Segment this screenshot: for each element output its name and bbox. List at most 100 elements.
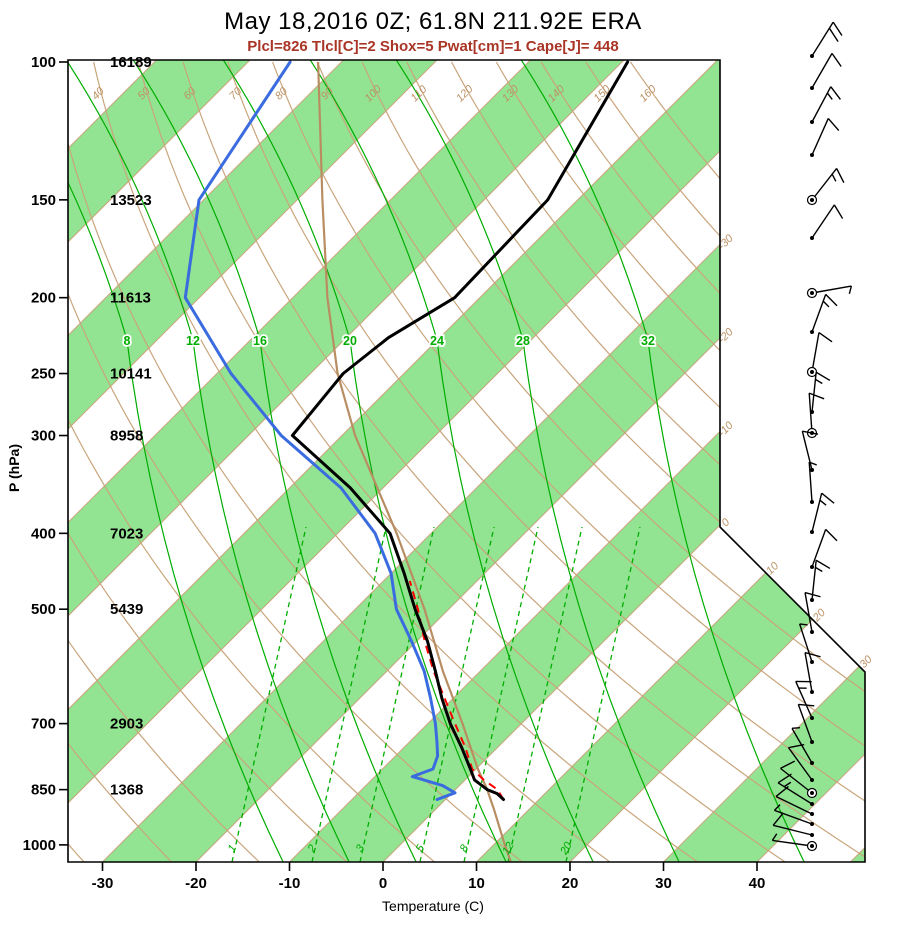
wind-barb-feather	[832, 21, 843, 36]
moist-adiabat-line	[119, 60, 426, 862]
wind-barb-feather	[833, 204, 844, 219]
wind-barb-staff	[772, 839, 813, 847]
chart-params-line: Plcl=826 Tlcl[C]=2 Shox=5 Pwat[cm]=1 Cap…	[247, 38, 619, 55]
wind-barb-feather	[780, 760, 796, 769]
wind-barb-feather	[819, 499, 827, 506]
wind-barb-staff	[808, 462, 813, 503]
isotherm-line	[68, 60, 531, 862]
temperature-tick-label: 20	[562, 875, 579, 892]
height-label: 13523	[110, 192, 152, 209]
dry-adiabat-label: 40	[90, 85, 108, 103]
moist-adiabat-line	[68, 60, 359, 862]
isotherm-line	[289, 60, 865, 862]
pressure-tick-label: 150	[31, 192, 56, 209]
moist-adiabat-label: 12	[186, 334, 200, 348]
wind-barb-station-dot	[810, 86, 814, 90]
mixing-ratio-line	[419, 526, 495, 862]
pressure-tick-label: 250	[31, 366, 56, 383]
wind-barb-station-dot	[810, 812, 814, 816]
wind-barb-staff	[811, 168, 838, 201]
wind-barb-feather	[815, 371, 831, 382]
wind-barb-feather	[775, 785, 789, 798]
isotherm-line	[68, 60, 251, 862]
moist-adiabat-label: 8	[124, 334, 131, 348]
wind-barb-staff	[811, 285, 852, 294]
isotherm-line	[476, 60, 865, 862]
isotherm-right-label: 20	[810, 606, 828, 624]
moist-adiabat-label: 16	[253, 334, 267, 348]
height-label: 8958	[110, 428, 143, 445]
dry-adiabat-line	[495, 61, 865, 593]
dry-adiabat-line	[585, 61, 865, 493]
dry-adiabat-line	[93, 61, 702, 862]
wind-barb-feather	[827, 117, 840, 131]
mixing-ratio-line	[359, 526, 435, 862]
wind-barb-feather	[808, 461, 817, 466]
height-label: 11613	[110, 290, 151, 307]
wind-barb-staff	[811, 118, 829, 156]
moist-adiabat-line	[507, 60, 814, 862]
chart-title: May 18,2016 0Z; 61.8N 211.92E ERA	[224, 8, 642, 35]
wind-barb-station-dot	[810, 833, 814, 837]
wind-barb-feather	[773, 804, 781, 811]
wind-barb-station-dot	[810, 565, 814, 569]
mixing-ratio-line	[507, 526, 583, 862]
isotherm-band	[476, 60, 865, 862]
pressure-tick-label: 500	[31, 601, 56, 618]
wind-barb-station-dot	[810, 468, 814, 472]
wind-barb-station-dot	[810, 291, 814, 295]
wind-barb-feather	[830, 86, 841, 100]
wind-barb-feather	[815, 559, 831, 570]
isotherm-line	[569, 60, 865, 862]
wind-barb-feather	[802, 430, 819, 435]
moist-adiabat-label: 32	[641, 334, 655, 348]
wind-barb-staff	[811, 294, 827, 333]
moist-adiabat-line	[68, 60, 293, 862]
wind-barb-column	[771, 21, 853, 852]
isotherm-line	[68, 60, 344, 862]
wind-barb-staff	[811, 529, 827, 568]
dry-adiabat-line	[406, 61, 865, 694]
dry-adiabat-line	[316, 61, 865, 794]
wind-barb-feather	[772, 812, 784, 826]
temperature-tick-label: 40	[749, 875, 766, 892]
mixing-ratio-label: 12	[500, 840, 517, 857]
temperature-tick-label: -20	[185, 875, 207, 892]
isotherm-line	[68, 60, 438, 862]
wind-barb-staff	[777, 782, 813, 805]
wind-barb-station-dot	[810, 120, 814, 124]
wind-barb-station-dot	[810, 822, 814, 826]
wind-barb-station-dot	[810, 236, 814, 240]
wind-barb-feather	[836, 168, 845, 184]
wind-barb-feather	[822, 300, 830, 308]
temperature-tick-label: 0	[379, 875, 387, 892]
isotherm-band	[68, 60, 437, 862]
temperature-tick-label: -10	[279, 875, 301, 892]
moist-adiabat-line	[209, 60, 516, 862]
wind-barb-staff	[774, 809, 813, 825]
isotherm-line	[68, 60, 625, 862]
wind-barb-staff	[811, 53, 833, 89]
wind-barb-staff	[811, 560, 817, 601]
wind-barb-feather	[826, 92, 833, 100]
wind-barb-station-dot	[810, 198, 814, 202]
moist-adiabat-line	[382, 60, 689, 862]
pressure-tick-label: 850	[31, 782, 56, 799]
wind-barb-feather	[848, 285, 853, 294]
pressure-tick-label: 300	[31, 428, 56, 445]
wind-barb-staff	[811, 204, 835, 239]
isotherm-band	[68, 60, 624, 862]
wind-barb-staff	[811, 372, 817, 413]
wind-barb-staff	[811, 332, 820, 373]
plot-frame	[67, 59, 866, 863]
dry-adiabat-line	[68, 61, 351, 862]
height-label: 5439	[110, 601, 143, 618]
wind-barb-staff	[811, 21, 834, 57]
wind-barb-staff	[811, 86, 832, 123]
wind-barb-station-dot	[810, 740, 814, 744]
wind-barb-staff	[780, 767, 813, 794]
height-label: 2903	[110, 716, 143, 733]
